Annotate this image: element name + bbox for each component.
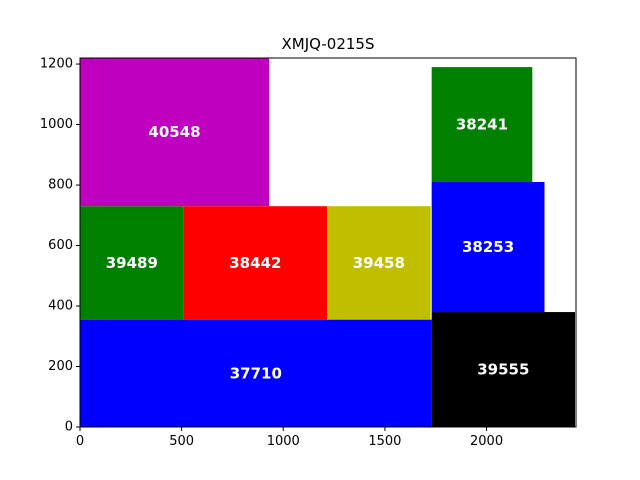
- y-tick-label: 1200: [40, 57, 73, 72]
- y-tick-label: 200: [48, 359, 73, 374]
- rect-40548: [80, 58, 270, 207]
- x-tick-label: 0: [76, 434, 84, 449]
- rect-label-38241: 38241: [456, 116, 508, 134]
- x-tick-label: 1500: [368, 434, 401, 449]
- rect-37710: [80, 319, 432, 427]
- y-tick-label: 0: [65, 420, 73, 435]
- y-tick-label: 800: [48, 178, 73, 193]
- labels-layer: 37710 39555 39489 38442 39458 38253 40548 38241: [106, 116, 530, 383]
- chart-title: XMJQ-0215S: [282, 35, 375, 53]
- y-axis: 0 200 400 600 800 1000 1200: [40, 57, 80, 435]
- rect-39458: [326, 206, 431, 320]
- rect-label-37710: 37710: [230, 364, 282, 382]
- rect-39489: [80, 206, 184, 320]
- y-tick-label: 1000: [40, 117, 73, 132]
- rect-label-39555: 39555: [477, 361, 529, 379]
- rect-38241: [431, 67, 533, 183]
- plot-frame: [79, 57, 577, 428]
- rect-38253: [431, 182, 545, 313]
- rect-39555: [431, 312, 575, 427]
- rect-label-39489: 39489: [106, 254, 158, 272]
- x-tick-label: 1000: [267, 434, 300, 449]
- y-tick-label: 600: [48, 238, 73, 253]
- rect-label-39458: 39458: [353, 254, 405, 272]
- rect-38442: [183, 206, 327, 320]
- rect-label-38442: 38442: [229, 254, 281, 272]
- rect-label-40548: 40548: [148, 123, 200, 141]
- rects-layer: [80, 58, 575, 427]
- y-tick-label: 400: [48, 299, 73, 314]
- rect-label-38253: 38253: [462, 238, 514, 256]
- x-tick-label: 500: [169, 434, 194, 449]
- x-tick-label: 2000: [470, 434, 503, 449]
- x-axis: 0 500 1000 1500 2000: [76, 427, 503, 449]
